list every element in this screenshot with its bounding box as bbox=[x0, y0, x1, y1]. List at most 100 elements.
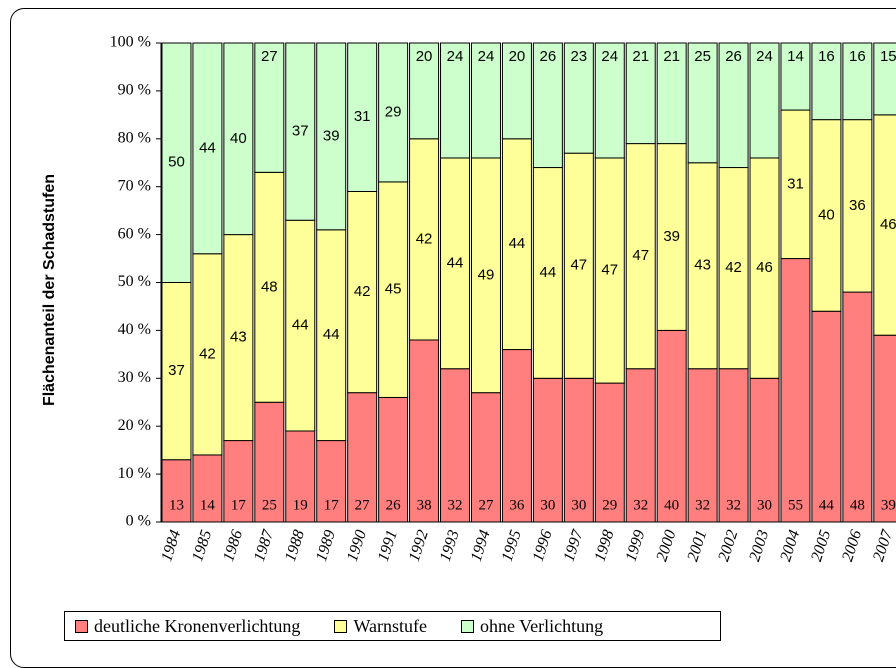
data-label: 24 bbox=[478, 48, 495, 65]
data-label: 44 bbox=[323, 326, 340, 343]
x-tick-label: 2003 bbox=[746, 528, 772, 564]
x-tick-label: 1987 bbox=[251, 527, 277, 564]
bar-segment bbox=[161, 282, 192, 461]
bar-segment bbox=[656, 329, 687, 523]
y-tick-label: 30 % bbox=[118, 369, 151, 386]
data-label: 44 bbox=[447, 254, 464, 271]
data-label: 32 bbox=[448, 497, 463, 513]
legend-item-warnstufe: Warnstufe bbox=[334, 616, 427, 637]
bar-segment bbox=[501, 349, 532, 523]
bar-segment bbox=[409, 138, 440, 341]
x-tick-label: 2007 bbox=[870, 527, 896, 564]
bar-segment bbox=[347, 190, 378, 394]
x-tick-label: 1995 bbox=[499, 528, 525, 564]
bar-segment bbox=[687, 368, 718, 523]
bar-segment bbox=[254, 42, 285, 173]
bar-segment bbox=[656, 143, 687, 331]
y-tick-label: 60 % bbox=[118, 225, 151, 242]
data-label: 21 bbox=[632, 48, 649, 65]
data-label: 30 bbox=[540, 497, 555, 513]
x-tick-label: 1996 bbox=[530, 528, 556, 564]
data-label: 46 bbox=[880, 216, 896, 233]
data-label: 47 bbox=[570, 257, 587, 274]
x-tick-label: 1984 bbox=[158, 528, 184, 564]
data-label: 25 bbox=[694, 48, 711, 65]
x-tick-label: 2002 bbox=[715, 528, 741, 564]
bar-segment bbox=[409, 42, 440, 140]
x-tick-label: 1991 bbox=[375, 528, 401, 564]
bar-segment bbox=[316, 42, 347, 231]
data-label: 31 bbox=[354, 108, 371, 125]
data-label: 27 bbox=[355, 497, 371, 513]
data-label: 16 bbox=[849, 48, 866, 65]
bar-segment bbox=[780, 42, 811, 111]
bar-segment bbox=[594, 382, 625, 523]
legend-swatch-red bbox=[75, 619, 88, 633]
bar-segment bbox=[687, 42, 718, 164]
data-label: 25 bbox=[262, 497, 277, 513]
x-tick-label: 1990 bbox=[344, 528, 370, 564]
data-label: 24 bbox=[601, 48, 618, 65]
x-tick-label: 2004 bbox=[777, 528, 803, 564]
data-label: 17 bbox=[324, 497, 340, 513]
x-tick-label: 1994 bbox=[468, 528, 494, 564]
data-label: 29 bbox=[385, 103, 402, 120]
y-tick-label: 50 % bbox=[118, 273, 151, 290]
data-label: 17 bbox=[231, 497, 247, 513]
data-label: 40 bbox=[818, 206, 835, 223]
bar-segment bbox=[192, 42, 223, 255]
x-tick-label: 2001 bbox=[684, 528, 710, 564]
bar-segment bbox=[749, 157, 780, 379]
bar-segment bbox=[223, 42, 254, 236]
data-label: 20 bbox=[509, 48, 526, 65]
bar-segment bbox=[223, 234, 254, 442]
x-tick-label: 2000 bbox=[653, 528, 679, 564]
data-label: 32 bbox=[633, 497, 648, 513]
data-label: 30 bbox=[757, 497, 772, 513]
bar-segment bbox=[347, 392, 378, 523]
bar-segment bbox=[811, 310, 842, 523]
data-label: 26 bbox=[540, 48, 557, 65]
data-label: 27 bbox=[261, 48, 278, 65]
y-axis-title: Flächenanteil der Schadstufen bbox=[41, 174, 58, 406]
axes-layer: 1984 1985 1986 1987 1988 1989 1990 1991 1992 1993… bbox=[110, 34, 896, 564]
data-label: 39 bbox=[323, 127, 340, 144]
data-label: 20 bbox=[416, 48, 433, 65]
bar-segment bbox=[842, 291, 873, 523]
data-label: 45 bbox=[385, 281, 402, 298]
bar-segment bbox=[316, 229, 347, 442]
data-label: 55 bbox=[788, 497, 803, 513]
data-label: 14 bbox=[200, 497, 216, 513]
x-tick-label: 2005 bbox=[808, 528, 834, 564]
y-tick-label: 100 % bbox=[110, 34, 151, 51]
data-label: 31 bbox=[787, 175, 804, 192]
legend-swatch-yellow bbox=[334, 619, 348, 633]
data-label: 42 bbox=[199, 345, 216, 362]
y-axis-title-group: Flächenanteil der Schadstufen bbox=[41, 174, 58, 406]
data-label: 42 bbox=[416, 230, 433, 247]
bar-segment bbox=[192, 253, 223, 456]
data-label: 30 bbox=[571, 497, 586, 513]
bar-segment bbox=[873, 42, 896, 116]
data-label: 38 bbox=[417, 497, 432, 513]
data-label: 15 bbox=[880, 48, 896, 65]
bar-segment bbox=[625, 42, 656, 145]
stacked-bar-chart: 13 37 50 14 42 44 17 43 40 25 48 27 19 44 37 17 44 39 27 42… bbox=[41, 34, 896, 564]
data-label: 16 bbox=[818, 48, 835, 65]
x-tick-label: 1998 bbox=[592, 528, 618, 564]
bar-segment bbox=[254, 171, 285, 403]
data-label: 32 bbox=[726, 497, 741, 513]
bar-segment bbox=[780, 258, 811, 523]
x-tick-label: 2006 bbox=[839, 528, 865, 564]
data-label: 49 bbox=[478, 266, 495, 283]
data-label: 43 bbox=[230, 329, 247, 346]
bar-segment bbox=[440, 157, 471, 370]
data-label: 44 bbox=[540, 264, 557, 281]
x-tick-label: 1997 bbox=[561, 527, 587, 564]
bar-segment bbox=[532, 42, 563, 169]
data-label: 19 bbox=[293, 497, 308, 513]
data-label: 39 bbox=[663, 228, 680, 245]
bar-segment bbox=[532, 377, 563, 523]
data-label: 40 bbox=[664, 497, 679, 513]
y-tick-label: 20 % bbox=[118, 417, 151, 434]
